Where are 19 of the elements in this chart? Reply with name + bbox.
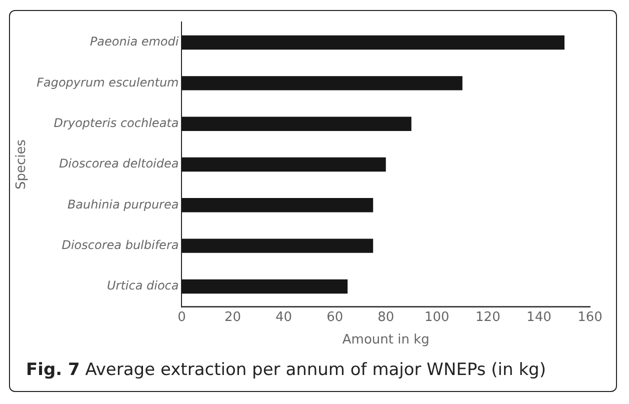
caption: Fig. 7 Average extraction per annum of major WNEPs (in kg) [26,360,546,380]
y-tick-label: Bauhinia purpurea [67,197,179,212]
y-tick-label: Dioscorea bulbifera [62,238,179,252]
y-tick-label: Fagopyrum esculentum [36,75,179,90]
y-tick-label: Urtica dioca [106,278,179,293]
x-tick-label: 40 [276,310,292,325]
x-tick-label: 100 [424,310,450,325]
y-axis-title: Species [14,139,30,190]
x-tick-label: 160 [578,310,602,325]
x-axis-title: Amount in kg [342,332,430,348]
x-tick-label: 140 [526,310,552,325]
x-tick-label: 60 [326,310,344,325]
y-tick-label: Dioscorea deltoidea [59,156,179,171]
x-tick-label: 20 [224,310,242,325]
y-tick-label: Paeonia emodi [90,34,180,49]
y-tick-label: Dryopteris cochleata [54,116,179,130]
x-tick-label: 120 [476,310,500,325]
x-tick-label: 0 [178,310,186,325]
x-tick-label: 80 [378,310,394,325]
